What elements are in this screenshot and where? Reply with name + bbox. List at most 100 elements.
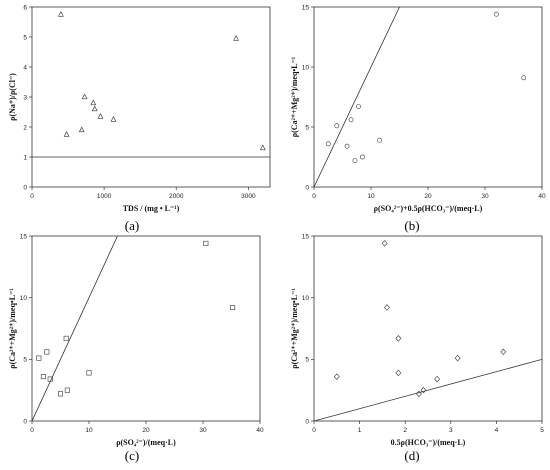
plot-frame — [31, 6, 271, 188]
data-point-triangle — [97, 113, 104, 119]
data-point-circle — [325, 141, 331, 147]
data-point-diamond — [384, 304, 390, 311]
data-point-square — [86, 370, 92, 376]
x-tick-label: 1000 — [97, 193, 112, 200]
y-tick-label: 5 — [305, 357, 309, 364]
x-tick-label: 4 — [495, 427, 499, 434]
data-point-triangle — [81, 93, 88, 100]
data-point-triangle — [90, 99, 97, 106]
data-point-diamond — [395, 369, 402, 377]
y-tick-label: 0 — [23, 418, 27, 425]
y-tick-label: 15 — [302, 4, 310, 11]
data-point-square — [230, 305, 236, 311]
data-point-triangle — [233, 35, 239, 41]
data-point-square — [203, 240, 209, 246]
y-axis-label: ρ(Na⁺)/ρ(Cl⁻) — [8, 73, 17, 121]
x-tick-label: 30 — [481, 193, 489, 200]
data-point-square — [40, 374, 46, 380]
x-tick-label: 40 — [256, 427, 264, 434]
x-tick-label: 1 — [358, 427, 362, 434]
x-tick-label: 30 — [199, 427, 207, 434]
x-tick-label: 10 — [85, 427, 93, 434]
data-point-circle — [356, 104, 361, 109]
y-tick-label: 2 — [23, 124, 27, 131]
y-tick-label: 0 — [305, 418, 309, 425]
y-axis-label: ρ(Ca²⁺+Mg²⁺)/meq•L⁻¹ — [290, 288, 299, 369]
reference-line — [314, 358, 542, 421]
x-tick-label: 20 — [142, 427, 150, 434]
panel-caption: (b) — [404, 218, 419, 233]
data-point-triangle — [78, 126, 85, 133]
plot-frame — [313, 6, 543, 188]
data-point-square — [47, 376, 53, 382]
reference-line — [32, 236, 118, 421]
y-tick-label: 6 — [23, 4, 27, 11]
data-point-circle — [377, 137, 382, 143]
x-tick-label: 2 — [403, 427, 407, 434]
x-tick-label: 40 — [538, 193, 546, 200]
x-axis-label: TDS / (mg • L⁻¹) — [123, 204, 180, 213]
data-point-circle — [348, 117, 354, 123]
data-point-circle — [521, 75, 527, 81]
data-point-diamond — [434, 375, 441, 383]
x-tick-label: 0 — [30, 427, 34, 434]
y-tick-label: 5 — [23, 34, 27, 41]
x-tick-label: 0 — [30, 193, 34, 200]
panel-c: 0 10 20 30 40 0 5 10 15 ρ(SO₄²⁻)/(meq·L) ρ(Ca²⁺+Mg… — [8, 233, 264, 463]
x-tick-label: 3000 — [241, 193, 256, 200]
data-point-square — [36, 355, 42, 361]
panel-b: 0 10 20 30 40 0 5 10 15 ρ(SO₄²⁻)+0.5ρ(HCO₃⁻)/(meq… — [290, 4, 546, 233]
y-tick-label: 5 — [305, 124, 309, 131]
data-point-diamond — [420, 386, 427, 394]
reference-line — [314, 7, 400, 187]
data-point-diamond — [500, 348, 507, 356]
y-axis-label: ρ(Ca²⁺+Mg²⁺)/meq•L⁻¹ — [290, 56, 299, 137]
panel-caption: (d) — [404, 448, 419, 463]
data-point-square — [57, 391, 63, 397]
y-tick-label: 5 — [23, 357, 27, 364]
y-tick-label: 15 — [20, 233, 28, 240]
x-tick-label: 2000 — [169, 193, 184, 200]
x-tick-label: 10 — [367, 193, 375, 200]
data-point-triangle — [259, 144, 266, 151]
y-tick-label: 10 — [302, 64, 310, 71]
y-tick-label: 10 — [20, 295, 28, 302]
data-point-triangle — [110, 116, 117, 122]
panel-caption: (c) — [125, 448, 139, 463]
y-tick-label: 1 — [23, 154, 27, 161]
plot-frame — [31, 235, 261, 422]
data-point-circle — [344, 143, 350, 149]
x-axis-label: ρ(SO₄²⁻)+0.5ρ(HCO₃⁻)/(meq·L) — [374, 204, 483, 213]
x-tick-label: 0 — [312, 193, 316, 200]
panel-d: 0 1 2 3 4 5 0 5 10 15 0.5ρ(HCO₃⁻)/(meq·L) ρ(Ca²⁺+Mg… — [290, 233, 544, 463]
x-tick-label: 20 — [424, 193, 432, 200]
x-tick-label: 5 — [540, 427, 544, 434]
panel-caption: (a) — [125, 218, 139, 233]
y-tick-label: 0 — [23, 184, 27, 191]
data-point-diamond — [381, 240, 388, 247]
data-point-triangle — [63, 131, 70, 137]
data-point-triangle — [57, 11, 64, 17]
data-point-square — [64, 387, 70, 393]
y-tick-label: 0 — [305, 184, 309, 191]
y-tick-label: 15 — [302, 233, 310, 240]
data-point-circle — [352, 158, 358, 163]
x-tick-label: 3 — [449, 427, 453, 434]
data-point-diamond — [415, 390, 422, 398]
data-point-circle — [493, 11, 499, 17]
panel-a: 0 1000 2000 3000 0 1 2 3 4 5 6 TDS / (mg • L⁻¹) ρ(Na… — [8, 4, 271, 233]
data-point-square — [63, 335, 69, 341]
data-point-diamond — [454, 354, 461, 362]
y-axis-label: ρ(Ca²⁺+Mg²⁺)/meq•L⁻¹ — [8, 288, 17, 369]
x-axis-label: 0.5ρ(HCO₃⁻)/(meq·L) — [391, 438, 466, 447]
data-point-circle — [334, 123, 340, 129]
y-tick-label: 4 — [23, 64, 27, 71]
y-tick-label: 3 — [23, 94, 27, 101]
data-point-circle — [360, 154, 365, 160]
x-tick-label: 0 — [312, 427, 316, 434]
y-tick-label: 10 — [302, 295, 310, 302]
data-point-triangle — [91, 105, 98, 112]
x-axis-label: ρ(SO₄²⁻)/(meq·L) — [116, 438, 176, 447]
data-point-diamond — [333, 373, 340, 380]
